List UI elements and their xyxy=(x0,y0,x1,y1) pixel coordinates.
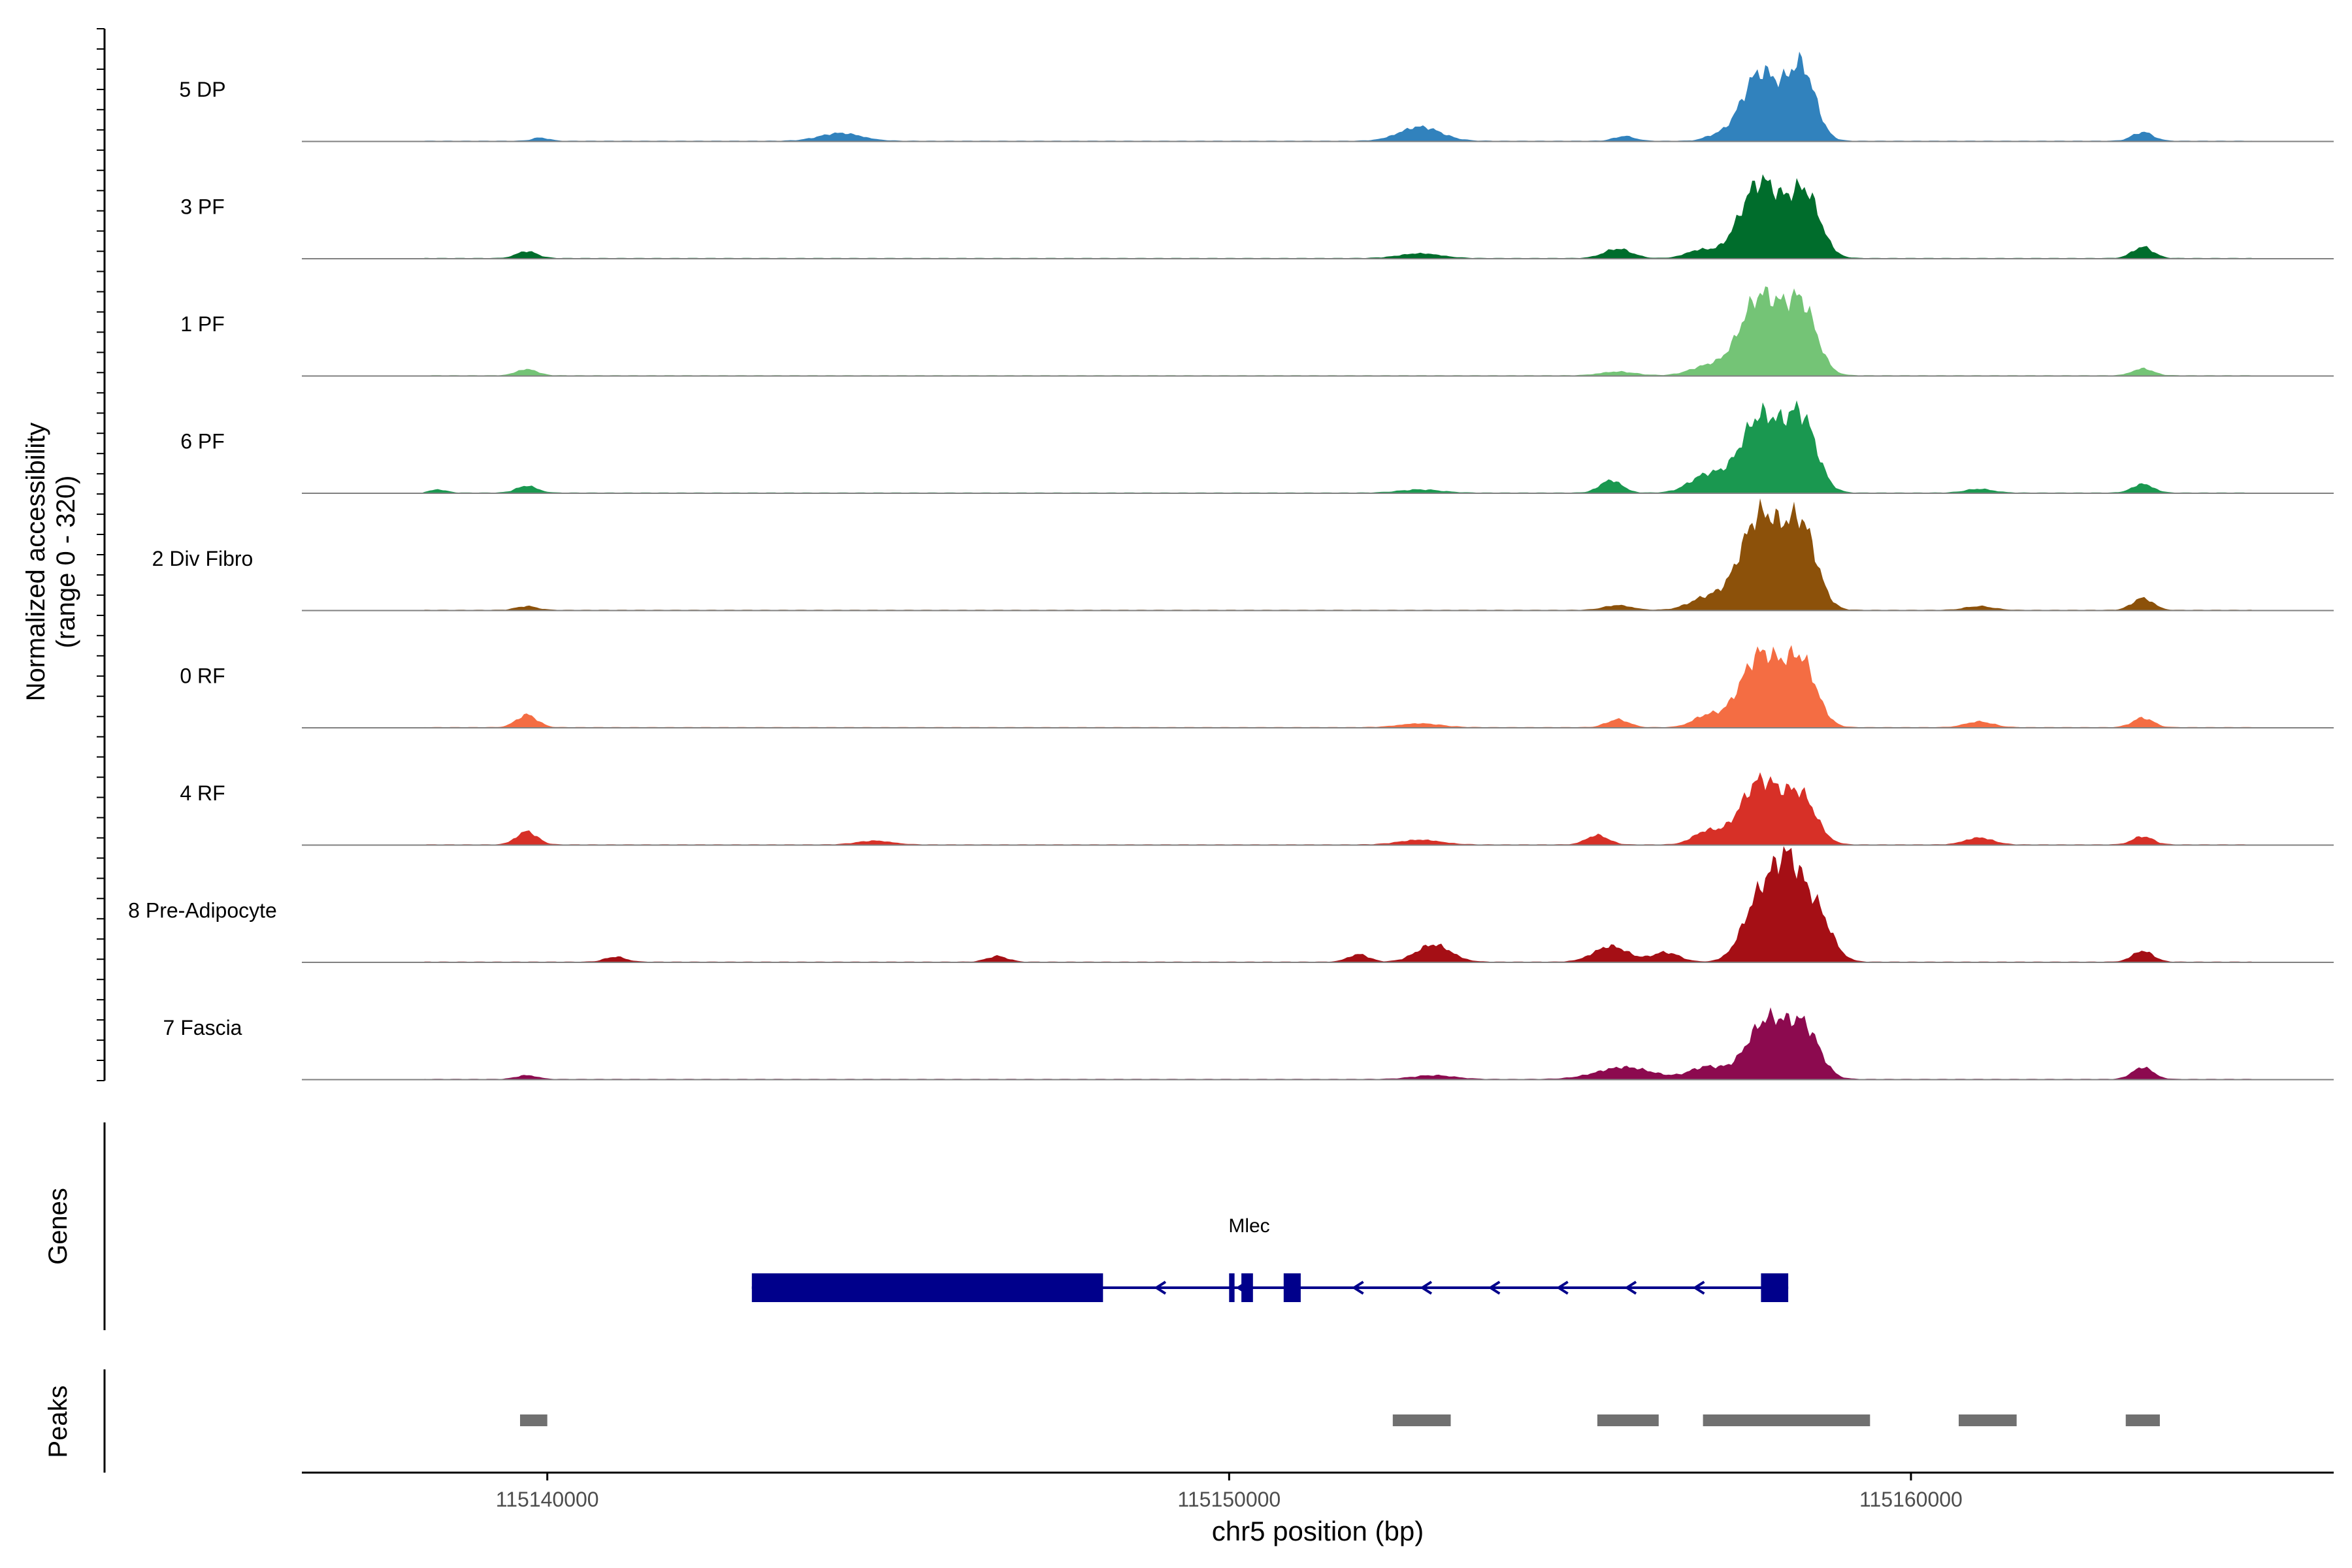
gene-model-mlec xyxy=(751,1273,1789,1302)
track-label: 6 PF xyxy=(180,430,225,453)
strand-arrow xyxy=(1351,1281,1364,1295)
track-label: 7 Fascia xyxy=(163,1016,242,1039)
track-8: 8 Pre-Adipocyte xyxy=(128,846,2334,963)
x-tick-label: 115150000 xyxy=(1177,1488,1281,1511)
coverage-area-track-3 xyxy=(302,286,2334,376)
strand-arrow xyxy=(1624,1281,1637,1295)
x-tick-label: 115140000 xyxy=(496,1488,599,1511)
track-label: 4 RF xyxy=(180,781,225,805)
x-axis: chr5 position (bp) 115140000 115150000 115… xyxy=(302,1471,2334,1546)
x-tick-label: 115160000 xyxy=(1859,1488,1963,1511)
coverage-area-track-5 xyxy=(302,498,2334,611)
track-label: 3 PF xyxy=(180,195,225,219)
peak-regions xyxy=(520,1414,2160,1426)
track-label: 2 Div Fibro xyxy=(152,547,253,570)
coverage-area-track-1 xyxy=(302,52,2334,142)
gene-exon xyxy=(1283,1273,1301,1302)
peak-region xyxy=(1959,1414,2017,1426)
track-4: 6 PF xyxy=(180,400,2334,494)
peak-region xyxy=(1597,1414,1659,1426)
genes-panel: Genes Mlec xyxy=(44,1122,1789,1330)
coverage-area-track-8 xyxy=(302,846,2334,962)
peak-region xyxy=(520,1414,547,1426)
track-label: 1 PF xyxy=(180,312,225,336)
track-9: 7 Fascia xyxy=(163,1007,2334,1081)
track-label: 5 DP xyxy=(179,78,225,101)
coverage-area-track-2 xyxy=(302,174,2334,259)
strand-arrow xyxy=(1420,1281,1433,1295)
peaks-panel: Peaks xyxy=(44,1369,2160,1473)
peak-region xyxy=(1392,1414,1451,1426)
peak-region xyxy=(2125,1414,2160,1426)
track-label: 0 RF xyxy=(180,664,225,688)
gene-exon xyxy=(751,1273,1103,1302)
accessibility-tracks: 5 DP 3 PF 1 PF 6 PF 2 Div Fibro 0 RF 4 RF 8 Pre… xyxy=(128,52,2334,1081)
track-1: 5 DP xyxy=(179,52,2334,142)
track-label: 8 Pre-Adipocyte xyxy=(128,899,277,923)
coverage-area-track-4 xyxy=(302,400,2334,493)
x-axis-title: chr5 position (bp) xyxy=(1212,1516,1424,1546)
strand-arrow xyxy=(1556,1281,1569,1295)
y-axis-bracket xyxy=(97,28,106,1081)
gene-name-label: Mlec xyxy=(1228,1215,1269,1237)
y-axis-label-line2: (range 0 - 320) xyxy=(52,476,80,649)
gene-exon xyxy=(1241,1273,1253,1302)
track-2: 3 PF xyxy=(180,174,2334,259)
coverage-area-track-9 xyxy=(302,1007,2334,1080)
strand-arrow xyxy=(1488,1281,1501,1295)
gene-exon xyxy=(1761,1273,1789,1302)
coverage-area-track-7 xyxy=(302,772,2334,845)
strand-arrow xyxy=(1154,1281,1167,1295)
track-5: 2 Div Fibro xyxy=(152,498,2334,612)
track-3: 1 PF xyxy=(180,286,2334,377)
peaks-panel-label: Peaks xyxy=(44,1385,73,1458)
peak-region xyxy=(1703,1414,1870,1426)
gene-exon xyxy=(1229,1273,1235,1302)
track-7: 4 RF xyxy=(180,772,2334,846)
strand-arrow xyxy=(1692,1281,1705,1295)
coverage-area-track-6 xyxy=(302,645,2334,728)
y-axis-label-line1: Normalized accessibility xyxy=(22,423,50,702)
genes-panel-label: Genes xyxy=(44,1188,73,1265)
track-6: 0 RF xyxy=(180,645,2334,728)
